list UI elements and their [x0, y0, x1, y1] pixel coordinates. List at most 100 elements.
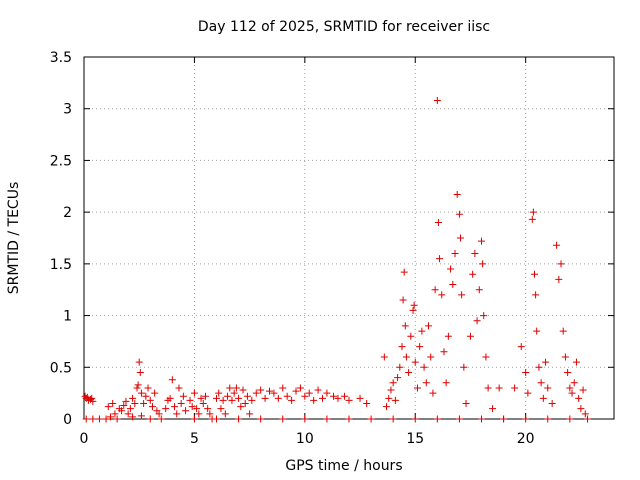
data-point	[442, 379, 450, 387]
data-point	[557, 260, 565, 268]
y-tick-label: 0.5	[50, 360, 72, 376]
data-point	[168, 376, 176, 384]
data-point	[314, 386, 322, 394]
data-point	[279, 384, 287, 392]
data-point	[257, 386, 265, 394]
data-point	[345, 415, 353, 423]
data-point	[466, 332, 474, 340]
data-point	[475, 286, 483, 294]
data-point	[405, 368, 413, 376]
data-point	[544, 384, 552, 392]
data-point	[482, 353, 490, 361]
data-point	[330, 392, 338, 400]
data-point	[144, 384, 152, 392]
x-axis-label: GPS time / hours	[285, 458, 402, 474]
data-point	[88, 394, 96, 402]
data-point	[224, 392, 232, 400]
data-point	[462, 399, 470, 407]
data-point	[243, 392, 251, 400]
data-point	[135, 358, 143, 366]
data-point	[500, 415, 508, 423]
data-point	[279, 415, 287, 423]
data-point	[420, 363, 428, 371]
data-point	[400, 268, 408, 276]
data-point	[334, 394, 342, 402]
data-point	[111, 410, 119, 418]
data-point	[186, 396, 194, 404]
data-point	[564, 368, 572, 376]
data-point	[193, 405, 201, 413]
data-point	[213, 394, 220, 402]
data-point	[480, 312, 488, 320]
data-points	[81, 96, 591, 423]
x-tick-label: 15	[406, 431, 424, 447]
data-point	[136, 368, 144, 376]
data-point	[410, 301, 418, 309]
data-point	[274, 394, 282, 402]
data-point	[411, 358, 419, 366]
data-point	[137, 389, 145, 397]
data-point	[422, 379, 430, 387]
data-point	[228, 396, 236, 404]
y-tick-label: 2.5	[50, 153, 72, 169]
data-point	[235, 415, 243, 423]
data-point	[444, 332, 452, 340]
data-point	[82, 415, 90, 423]
data-point	[460, 363, 468, 371]
data-point	[129, 394, 137, 402]
data-point	[129, 413, 137, 421]
data-point	[151, 389, 159, 397]
data-point	[473, 317, 481, 325]
data-point	[383, 403, 391, 411]
data-point	[133, 384, 141, 392]
data-point	[219, 396, 227, 404]
data-point	[341, 392, 349, 400]
data-point	[175, 384, 183, 392]
data-point	[438, 291, 446, 299]
y-tick-label: 3	[63, 102, 72, 118]
data-point	[95, 415, 103, 423]
data-point	[148, 403, 156, 411]
data-point	[305, 389, 313, 397]
data-point	[385, 394, 393, 402]
data-point	[431, 286, 439, 294]
data-point	[155, 410, 163, 418]
data-point	[398, 343, 406, 351]
data-point	[237, 403, 245, 411]
plot-area-frame	[83, 56, 615, 420]
data-point	[511, 384, 519, 392]
data-point	[413, 384, 421, 392]
data-point	[572, 358, 580, 366]
data-point	[230, 389, 238, 397]
data-point	[548, 399, 556, 407]
data-point	[479, 260, 487, 268]
data-point	[126, 405, 134, 413]
data-point	[407, 332, 415, 340]
data-point	[436, 255, 444, 263]
data-point	[140, 399, 148, 407]
data-point	[179, 392, 187, 400]
data-point	[522, 368, 530, 376]
data-point	[213, 415, 220, 423]
data-point	[471, 250, 479, 258]
data-point	[434, 218, 442, 226]
data-point	[517, 343, 525, 351]
data-point	[579, 386, 587, 394]
data-point	[449, 281, 457, 289]
data-point	[124, 410, 132, 418]
data-point	[173, 410, 181, 418]
data-point	[261, 394, 269, 402]
x-tick-label: 20	[517, 431, 535, 447]
data-point	[455, 415, 463, 423]
data-point	[235, 394, 243, 402]
data-point	[266, 387, 273, 395]
data-point	[544, 415, 552, 423]
data-point	[113, 415, 121, 423]
data-point	[416, 343, 424, 351]
data-point	[399, 296, 407, 304]
data-point	[425, 322, 432, 330]
data-point	[270, 389, 278, 397]
x-tick-label: 0	[80, 431, 89, 447]
data-point	[495, 384, 503, 392]
